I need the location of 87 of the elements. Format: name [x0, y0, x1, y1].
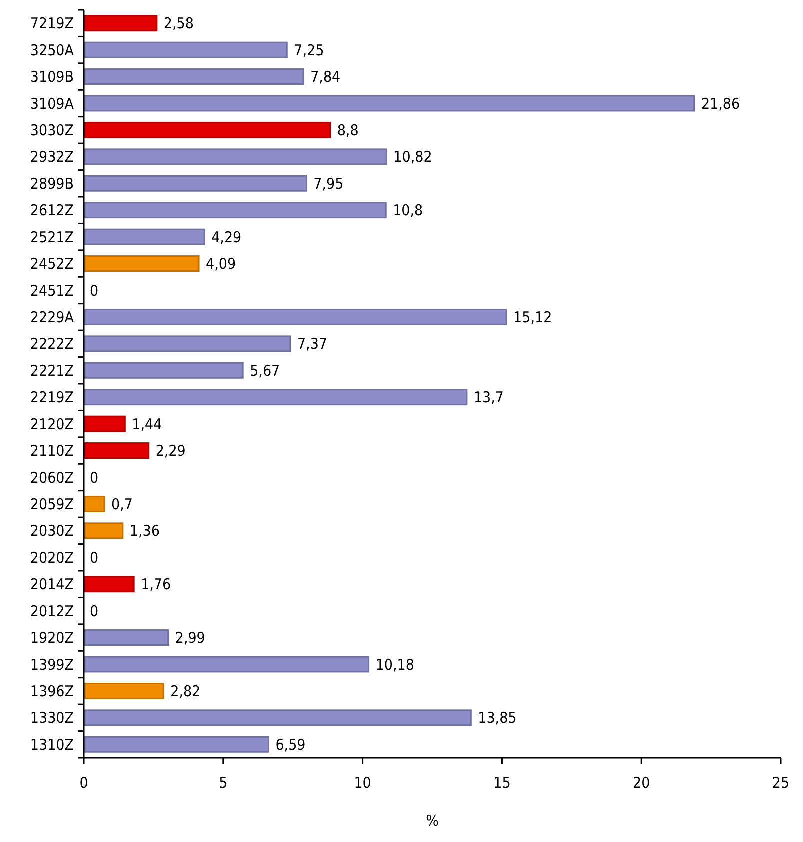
y-tick-label: 2020Z — [30, 548, 74, 567]
x-axis-title: % — [426, 812, 440, 830]
bar — [84, 148, 388, 166]
y-tick-label: 2059Z — [30, 495, 74, 514]
y-tick-label: 3030Z — [30, 121, 74, 140]
bar — [84, 15, 158, 32]
y-tick-label: 1399Z — [30, 656, 74, 674]
bar — [84, 656, 370, 673]
y-tick-label: 2219Z — [30, 388, 74, 407]
data-label: 0 — [90, 548, 99, 567]
data-label: 7,84 — [310, 68, 341, 86]
data-label: 10,18 — [376, 656, 414, 674]
bar — [84, 389, 468, 406]
bar — [84, 175, 308, 192]
y-tick-label: 2120Z — [30, 415, 74, 434]
x-tick-label: 25 — [772, 774, 790, 792]
bar — [84, 442, 150, 460]
bar — [84, 256, 200, 272]
y-tick-label: 1330Z — [30, 709, 74, 728]
data-label: 7,95 — [314, 174, 344, 193]
data-label: 0 — [90, 282, 99, 300]
x-tick-label: 5 — [219, 774, 228, 792]
data-label: 1,76 — [141, 576, 172, 594]
x-tick-label: 0 — [80, 774, 88, 792]
data-label: 0 — [90, 468, 99, 487]
bar — [84, 308, 508, 326]
bar — [84, 576, 135, 593]
data-label: 2,58 — [164, 14, 194, 33]
data-label: 21,86 — [701, 94, 740, 113]
y-tick-label: 2060Z — [30, 468, 74, 487]
y-tick-label: 3109A — [30, 94, 75, 113]
data-label: 5,67 — [250, 362, 280, 380]
data-label: 4,09 — [206, 255, 236, 274]
data-label: 10,82 — [394, 148, 432, 166]
data-label: 7,25 — [294, 41, 324, 60]
y-tick-label: 2222Z — [30, 335, 74, 354]
y-tick-label: 2451Z — [30, 282, 74, 300]
data-label: 6,59 — [276, 736, 306, 754]
bar — [84, 68, 304, 86]
y-tick-label: 2521Z — [30, 228, 74, 246]
y-tick-label: 1920Z — [30, 629, 74, 648]
y-tick-label: 2110Z — [30, 442, 74, 460]
y-tick-label: 2012Z — [30, 602, 74, 620]
data-label: 1,36 — [130, 522, 160, 540]
bar — [84, 362, 244, 379]
bar — [84, 336, 292, 352]
data-label: 13,7 — [474, 388, 504, 407]
y-tick-label: 2030Z — [30, 522, 74, 540]
y-tick-label: 2014Z — [30, 576, 74, 594]
y-tick-label: 2612Z — [30, 202, 74, 220]
bar — [84, 95, 696, 112]
data-label: 10,8 — [393, 202, 424, 220]
y-tick-label: 2899B — [30, 174, 74, 193]
data-label: 13,85 — [478, 709, 517, 728]
bar — [84, 42, 288, 58]
data-label: 2,99 — [175, 629, 206, 648]
bar — [84, 522, 124, 540]
y-tick-label: 7219Z — [30, 14, 74, 33]
y-tick-label: 3250A — [30, 41, 75, 60]
y-tick-label: 3109B — [30, 68, 74, 86]
bar — [84, 736, 270, 753]
data-label: 2,82 — [170, 682, 201, 700]
data-label: 7,37 — [297, 335, 328, 354]
data-label: 15,12 — [514, 308, 552, 326]
bar — [84, 416, 126, 432]
bar — [84, 682, 164, 700]
bar — [84, 202, 387, 219]
data-label: 4,29 — [212, 228, 242, 246]
y-tick-label: 2229A — [30, 308, 75, 326]
y-tick-label: 2452Z — [30, 255, 74, 274]
bar — [84, 630, 170, 646]
y-tick-label: 2932Z — [30, 148, 74, 166]
x-tick-label: 10 — [354, 774, 372, 792]
data-label: 0 — [90, 602, 99, 620]
y-tick-label: 2221Z — [30, 362, 74, 380]
bar — [84, 496, 106, 512]
x-tick-label: 20 — [633, 774, 650, 792]
bar — [84, 122, 332, 138]
data-label: 1,44 — [132, 415, 162, 434]
bar — [84, 710, 472, 726]
data-label: 2,29 — [156, 442, 186, 460]
data-label: 8,8 — [337, 121, 359, 140]
y-tick-label: 1310Z — [30, 736, 74, 754]
x-tick-label: 15 — [494, 774, 511, 792]
y-tick-label: 1396Z — [30, 682, 74, 700]
bar — [84, 228, 206, 246]
data-label: 0,7 — [112, 495, 133, 514]
